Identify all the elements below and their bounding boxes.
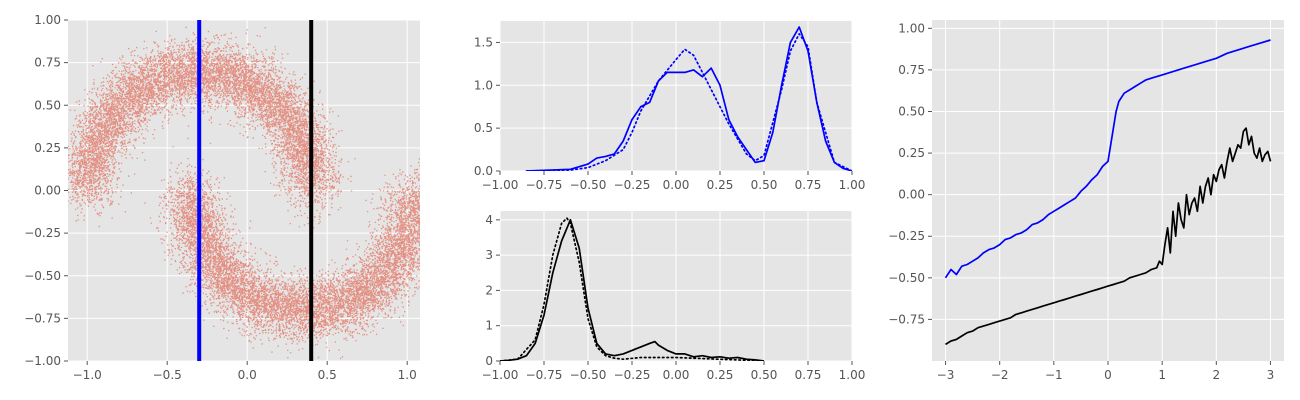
x-tick-label: −2 — [991, 368, 1009, 382]
y-tick-label: −1.00 — [24, 354, 61, 368]
x-tick-label: 0.00 — [663, 178, 690, 192]
y-tick-label: 0.50 — [34, 98, 61, 112]
x-tick-label: −0.50 — [570, 178, 607, 192]
y-tick-label: 2 — [485, 283, 493, 297]
x-tick-label: 0.50 — [751, 178, 778, 192]
curves-right-panel: −3 −2 −1 0 1 2 3 −0.75 −0.50 −0.25 0.00 0.25 0.50 0.7… — [888, 20, 1284, 382]
x-tick-label: −1 — [1045, 368, 1063, 382]
y-tick-label: −0.50 — [24, 269, 61, 283]
y-tick-label: 0.75 — [898, 63, 925, 77]
x-tick-label: −0.5 — [153, 368, 182, 382]
x-tick-label: 0 — [1104, 368, 1112, 382]
x-tick-label: 0.50 — [751, 368, 778, 382]
data-layer — [68, 20, 420, 361]
y-tick-label: 0.25 — [898, 146, 925, 160]
scatter-panel: −1.0 −0.5 0.0 0.5 1.0 −1.00 −0.75 −0.50 −0.25 0.0… — [24, 13, 420, 382]
data-layer — [525, 26, 852, 171]
x-tick-label: 0.75 — [795, 368, 822, 382]
y-tick-label: 0.00 — [34, 184, 61, 198]
y-tick-label: 0.5 — [474, 121, 493, 135]
x-tick-label: 0.00 — [663, 368, 690, 382]
data-layer — [500, 217, 765, 361]
x-tick-label: 0.25 — [707, 178, 734, 192]
y-tick-label: 0 — [485, 354, 493, 368]
x-tick-label: 1 — [1158, 368, 1166, 382]
x-tick-label: 0.5 — [318, 368, 337, 382]
series-line-1 — [500, 218, 765, 361]
y-tick-label: 0.00 — [898, 188, 925, 202]
x-tick-label: 0.75 — [795, 178, 822, 192]
x-tick-label: −1.00 — [482, 368, 519, 382]
density-bottom-panel: −1.00 −0.75 −0.50 −0.25 0.00 0.25 0.50 0.75 1.00… — [482, 211, 866, 382]
series-line-2 — [500, 217, 765, 361]
x-tick-label: 1.00 — [839, 368, 866, 382]
x-tick-label: −1.00 — [482, 178, 519, 192]
y-tick-label: 4 — [485, 213, 493, 227]
y-tick-label: 3 — [485, 248, 493, 262]
y-tick-label: 1.0 — [474, 78, 493, 92]
y-tick-label: 0.0 — [474, 164, 493, 178]
y-tick-label: 1.00 — [34, 13, 61, 27]
x-tick-label: 1.0 — [398, 368, 417, 382]
x-tick-label: −0.25 — [614, 368, 651, 382]
x-tick-label: −0.75 — [526, 368, 563, 382]
x-tick-label: −0.50 — [570, 368, 607, 382]
x-tick-label: −0.75 — [526, 178, 563, 192]
x-tick-label: −3 — [937, 368, 955, 382]
x-tick-label: 0.25 — [707, 368, 734, 382]
scatter-points — [68, 20, 420, 360]
x-tick-label: 1.00 — [839, 178, 866, 192]
x-tick-label: 0.0 — [238, 368, 257, 382]
y-tick-label: 1.00 — [898, 21, 925, 35]
y-tick-label: −0.75 — [888, 312, 925, 326]
data-layer — [944, 39, 1272, 346]
series-line-2 — [945, 127, 1272, 346]
y-tick-label: 0.25 — [34, 141, 61, 155]
y-tick-label: 1 — [485, 319, 493, 333]
x-tick-label: 3 — [1267, 368, 1275, 382]
x-tick-label: 2 — [1212, 368, 1220, 382]
y-tick-label: −0.25 — [24, 226, 61, 240]
y-tick-label: 0.75 — [34, 56, 61, 70]
x-tick-label: −0.25 — [614, 178, 651, 192]
y-tick-label: 0.50 — [898, 104, 925, 118]
y-tick-label: −0.25 — [888, 229, 925, 243]
series-line-1 — [944, 39, 1271, 279]
y-tick-label: −0.50 — [888, 271, 925, 285]
x-tick-label: −1.0 — [73, 368, 102, 382]
density-top-panel: −1.00 −0.75 −0.50 −0.25 0.00 0.25 0.50 0.75 1.00… — [474, 21, 865, 192]
y-tick-label: 1.5 — [474, 35, 493, 49]
y-tick-label: −0.75 — [24, 311, 61, 325]
